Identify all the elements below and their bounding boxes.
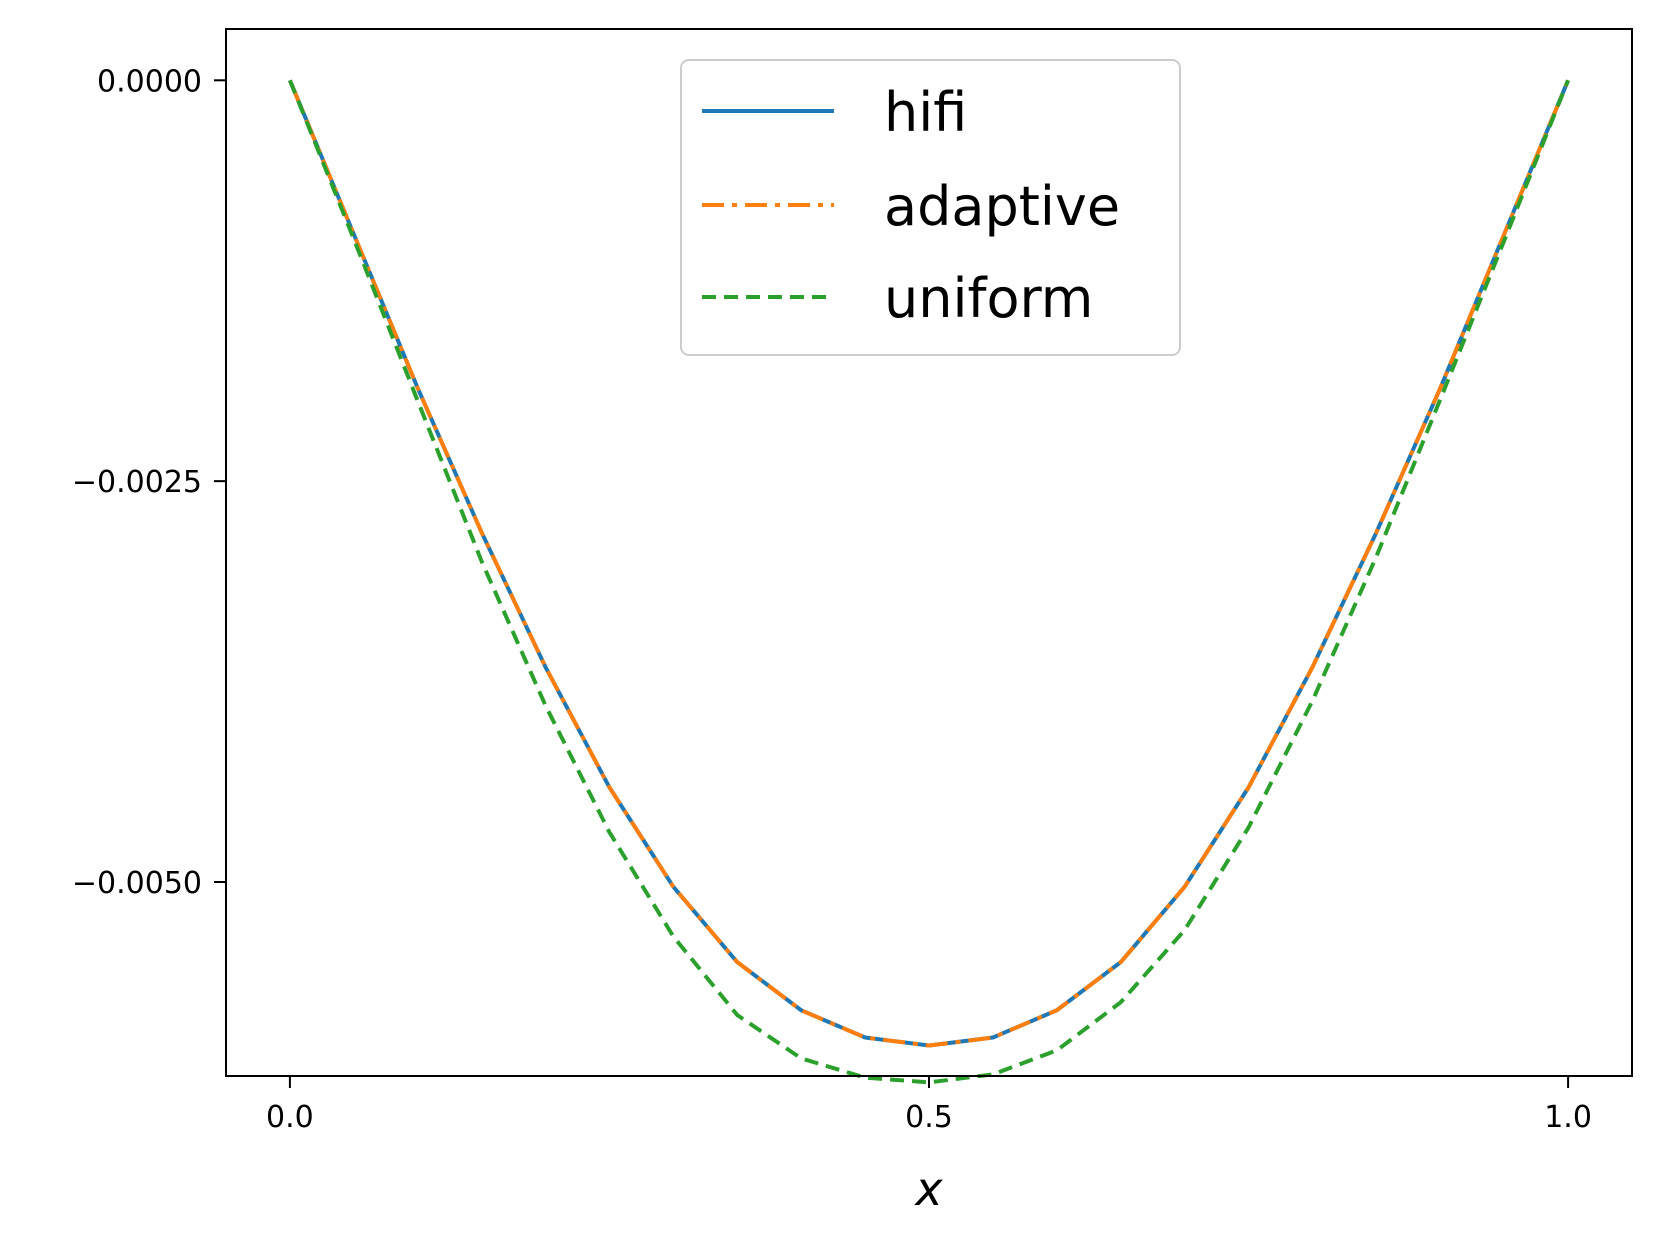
x-tick-label: 0.0 bbox=[266, 1100, 314, 1135]
series-line-uniform bbox=[288, 79, 1570, 1085]
y-axis: 0.0000 −0.0025 −0.0050 bbox=[72, 64, 226, 901]
x-tick-label: 1.0 bbox=[1544, 1100, 1592, 1135]
y-tick-label: −0.0050 bbox=[72, 866, 202, 901]
legend-label-hifi: hifi bbox=[884, 81, 967, 144]
x-tick-label: 0.5 bbox=[905, 1100, 953, 1135]
legend-label-adaptive: adaptive bbox=[884, 175, 1120, 238]
y-tick-label: 0.0000 bbox=[97, 64, 202, 99]
legend-label-uniform: uniform bbox=[884, 267, 1093, 330]
y-tick-label: −0.0025 bbox=[72, 465, 202, 500]
x-axis-label: x bbox=[913, 1162, 943, 1216]
legend: hifi adaptive uniform bbox=[680, 59, 1181, 356]
legend-box bbox=[680, 59, 1181, 356]
plot-lines bbox=[288, 79, 1570, 1085]
x-axis: 0.0 0.5 1.0 bbox=[266, 1076, 1592, 1135]
series-line-adaptive bbox=[288, 79, 1570, 1048]
